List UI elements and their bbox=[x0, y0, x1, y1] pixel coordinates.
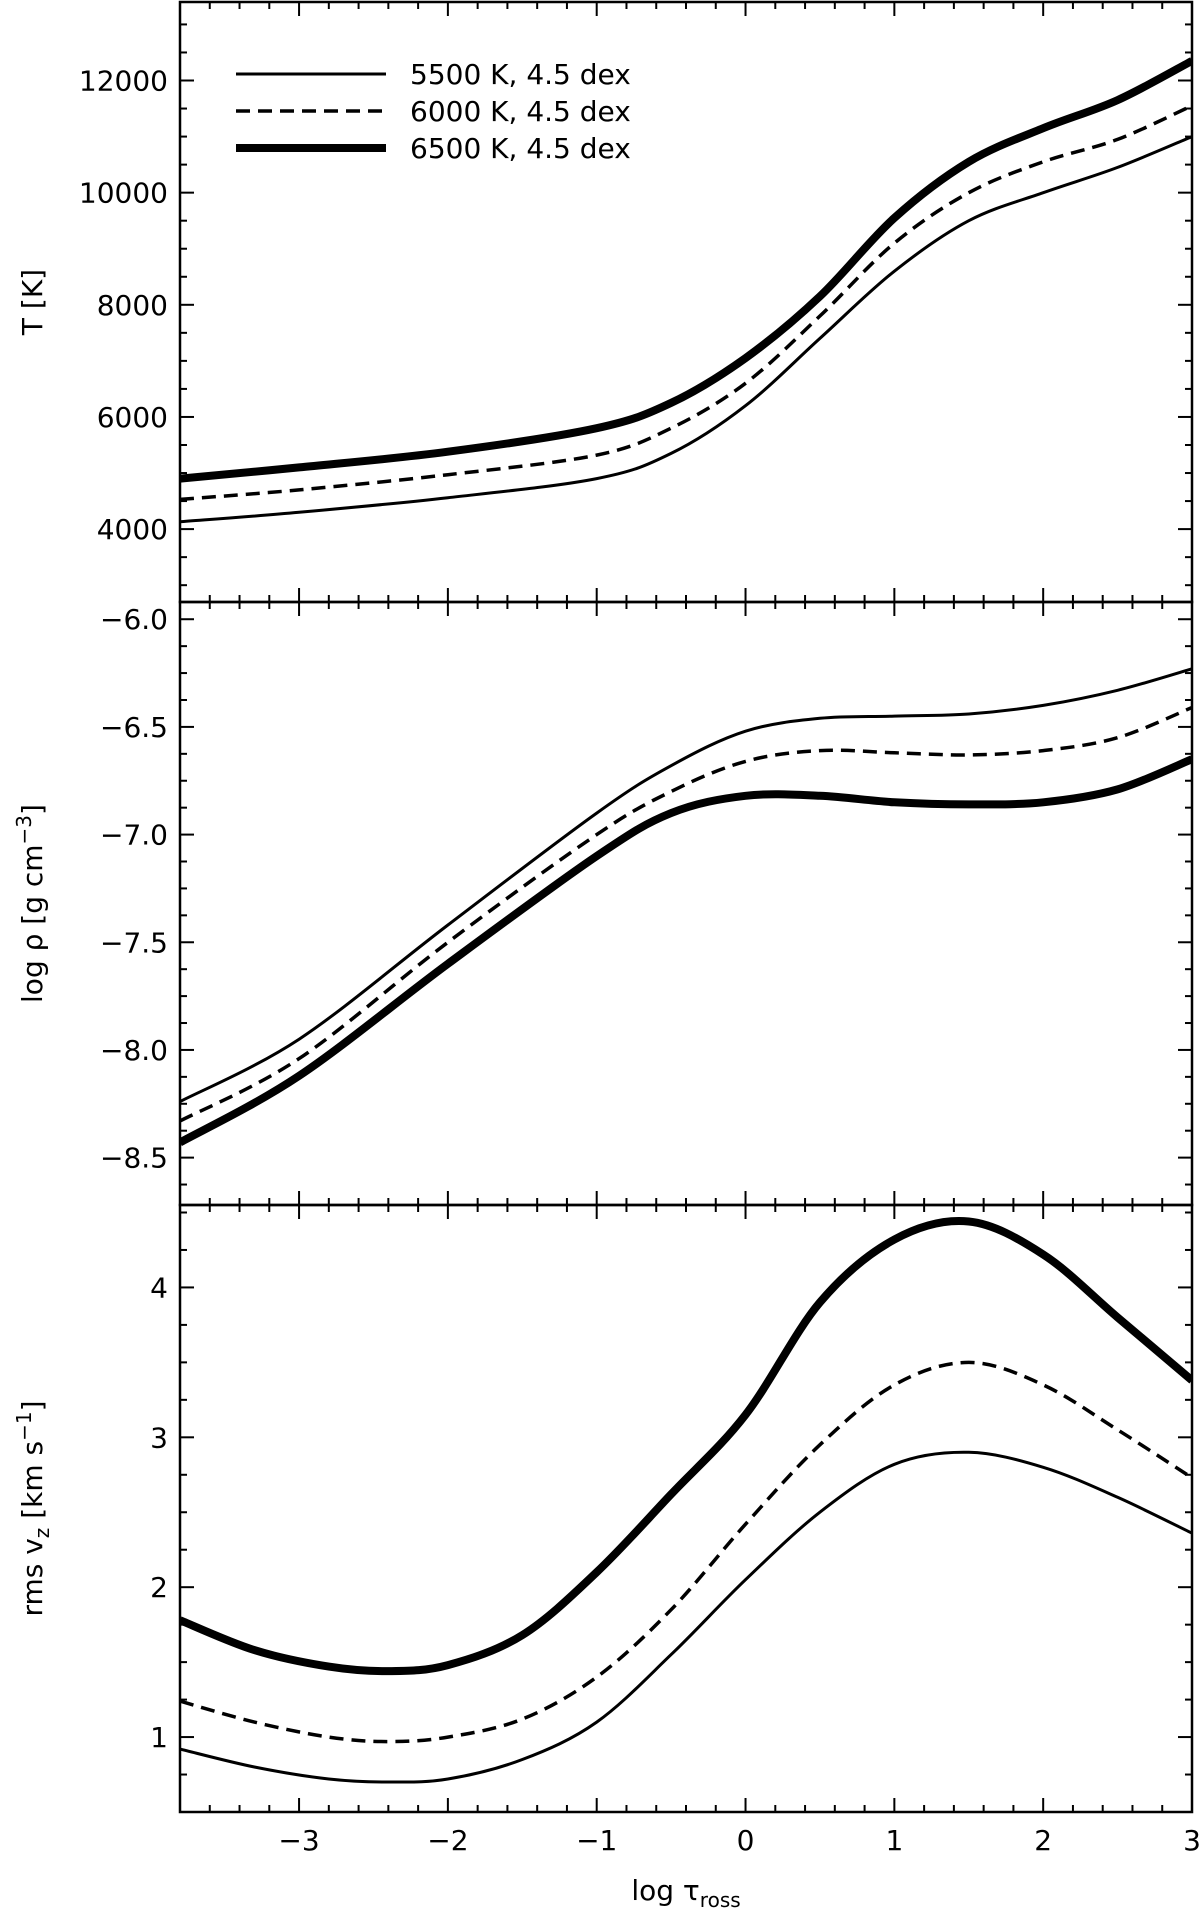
y-axis-label: rms vz [km s−1] bbox=[12, 1400, 54, 1616]
x-tick-label: −2 bbox=[427, 1824, 468, 1857]
panel-1: 4000 6000 8000 10000 12000 T [K] 5500 K, 4.5 d… bbox=[16, 0, 1194, 604]
y-tick-label: 2 bbox=[150, 1571, 168, 1604]
x-axis-label: log τross bbox=[631, 1874, 740, 1908]
y-tick-label: 12000 bbox=[79, 65, 168, 98]
y-tick-label: 3 bbox=[150, 1421, 168, 1454]
y-tick-label: −8.5 bbox=[100, 1142, 168, 1175]
x-tick-label: −1 bbox=[576, 1824, 617, 1857]
x-tick-label: 0 bbox=[737, 1824, 755, 1857]
x-tick-label: −3 bbox=[278, 1824, 319, 1857]
axes-frame bbox=[178, 0, 1194, 604]
series-line-dashed bbox=[180, 705, 1192, 1123]
y-tick-label: 4 bbox=[150, 1271, 168, 1304]
y-tick-label: −6.5 bbox=[100, 711, 168, 744]
y-tick-label: 6000 bbox=[97, 401, 168, 434]
y-axis-label: log ρ [g cm−3] bbox=[12, 804, 49, 1003]
y-tick-label: −7.5 bbox=[100, 926, 168, 959]
x-tick-label: 1 bbox=[885, 1824, 903, 1857]
y-axis-label: T [K] bbox=[16, 269, 49, 336]
x-tick-label: 2 bbox=[1034, 1824, 1052, 1857]
series-group bbox=[180, 57, 1192, 524]
legend-entry-label: 6500 K, 4.5 dex bbox=[410, 132, 631, 165]
series-line-solid-thick bbox=[180, 1217, 1192, 1676]
series-line-dashed bbox=[180, 1360, 1192, 1744]
y-tick-label: 8000 bbox=[97, 289, 168, 322]
legend: 5500 K, 4.5 dex 6000 K, 4.5 dex 6500 K, 4.… bbox=[236, 58, 631, 165]
series-group bbox=[180, 1217, 1192, 1784]
y-tick-label: −6.0 bbox=[100, 603, 168, 636]
panel-3: 1 2 3 4 −3 −2 −1 0 1 2 3 rms vz [km s−1] log τross bbox=[12, 1203, 1200, 1908]
y-tick-label: −8.0 bbox=[100, 1034, 168, 1067]
series-line-solid-thin bbox=[180, 1450, 1192, 1784]
series-line-solid-thick bbox=[180, 755, 1192, 1146]
legend-entry-label: 6000 K, 4.5 dex bbox=[410, 95, 631, 128]
series-line-dashed bbox=[180, 104, 1192, 502]
legend-entry-label: 5500 K, 4.5 dex bbox=[410, 58, 631, 91]
axes-frame bbox=[178, 600, 1194, 1207]
y-tick-label: −7.0 bbox=[100, 819, 168, 852]
series-line-solid-thin bbox=[180, 667, 1192, 1103]
y-tick-label: 4000 bbox=[97, 513, 168, 546]
axes-frame bbox=[178, 1203, 1194, 1814]
series-group bbox=[180, 667, 1192, 1146]
x-tick-label: 3 bbox=[1183, 1824, 1200, 1857]
series-line-solid-thin bbox=[180, 135, 1192, 524]
y-tick-label: 10000 bbox=[79, 177, 168, 210]
series-line-solid-thick bbox=[180, 57, 1192, 483]
y-tick-label: 1 bbox=[150, 1721, 168, 1754]
panel-2: −8.5 −8.0 −7.5 −7.0 −6.5 −6.0 log ρ [g cm−3] bbox=[12, 600, 1194, 1207]
